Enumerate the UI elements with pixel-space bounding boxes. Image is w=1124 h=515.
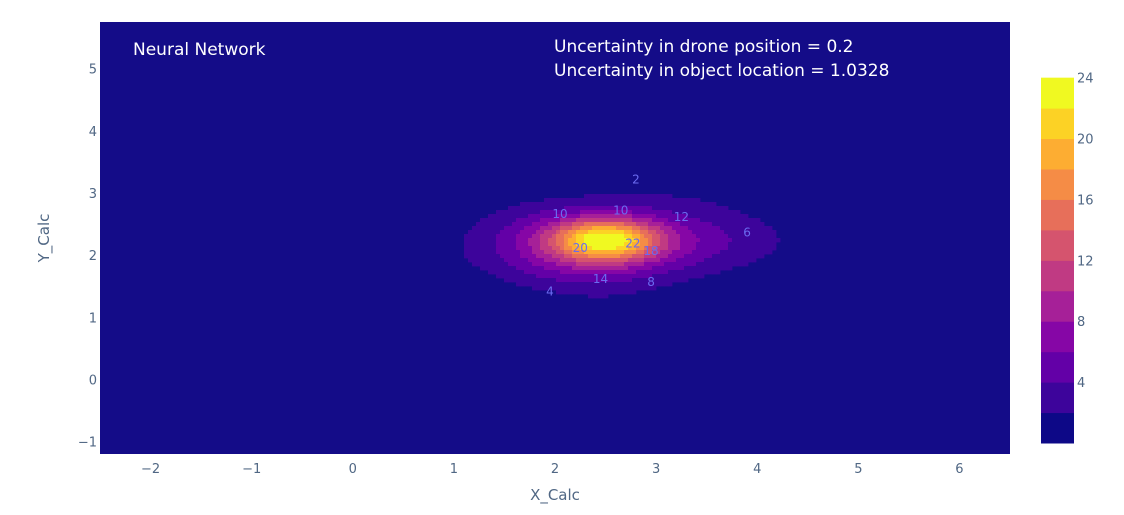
contour-label: 12 (674, 210, 689, 224)
colorbar-segment (1041, 382, 1074, 414)
x-tick-label: 1 (450, 462, 458, 477)
contour-label: 18 (643, 244, 658, 258)
contour-label: 10 (613, 204, 628, 218)
colorbar-segment (1041, 351, 1074, 383)
colorbar-segment (1041, 229, 1074, 261)
y-tick-label: 0 (89, 373, 97, 388)
y-tick-label: 5 (89, 63, 97, 78)
x-tick-label: 0 (349, 462, 357, 477)
colorbar-segment (1041, 321, 1074, 353)
contour-label: 4 (546, 284, 554, 298)
colorbar-segment (1041, 138, 1074, 170)
colorbar-segment (1041, 169, 1074, 200)
drone-uncertainty-annotation: Uncertainty in drone position = 0.2 (554, 37, 854, 57)
x-tick-label: 4 (753, 462, 761, 477)
x-tick-label: 2 (551, 462, 559, 477)
y-tick-label: −1 (78, 436, 97, 451)
x-axis-ticks: −2 −1 0 1 2 3 4 5 6 (141, 462, 964, 477)
colorbar-tick-label: 16 (1077, 193, 1094, 208)
colorbar-segment (1041, 412, 1074, 444)
contour-label: 20 (573, 241, 588, 255)
contour-label: 14 (593, 272, 608, 286)
contour-labels: 2 4 6 8 10 10 12 14 18 20 22 (546, 173, 751, 299)
y-tick-label: 2 (89, 249, 97, 264)
contour-label: 8 (647, 275, 655, 289)
colorbar-segment (1041, 290, 1074, 322)
colorbar-tick-label: 8 (1077, 315, 1085, 330)
contour-label: 6 (743, 225, 751, 239)
colorbar-segment (1041, 260, 1074, 292)
y-tick-label: 3 (89, 187, 97, 202)
contour-label: 2 (632, 173, 640, 187)
y-axis-ticks: −1 0 1 2 3 4 5 (78, 63, 97, 451)
contour-label: 10 (552, 207, 567, 221)
y-axis-title: Y_Calc (35, 214, 54, 264)
y-tick-label: 4 (89, 125, 97, 140)
x-tick-label: 5 (854, 462, 862, 477)
contour-label: 22 (625, 237, 640, 251)
colorbar-segment (1041, 199, 1074, 231)
colorbar-tick-label: 12 (1077, 254, 1094, 269)
colorbar-tick-label: 20 (1077, 133, 1094, 148)
x-axis-title: X_Calc (530, 486, 580, 505)
y-tick-label: 1 (89, 311, 97, 326)
x-tick-label: −2 (141, 462, 160, 477)
colorbar: 4 8 12 16 20 24 (1041, 72, 1094, 444)
model-annotation: Neural Network (133, 40, 266, 60)
object-uncertainty-annotation: Uncertainty in object location = 1.0328 (554, 61, 889, 81)
colorbar-segment (1041, 77, 1074, 109)
colorbar-tick-label: 24 (1077, 72, 1094, 87)
x-tick-label: 3 (652, 462, 660, 477)
x-tick-label: −1 (242, 462, 261, 477)
x-tick-label: 6 (955, 462, 963, 477)
colorbar-tick-label: 4 (1077, 376, 1085, 391)
colorbar-segment (1041, 108, 1074, 140)
contour-levels (464, 194, 781, 299)
